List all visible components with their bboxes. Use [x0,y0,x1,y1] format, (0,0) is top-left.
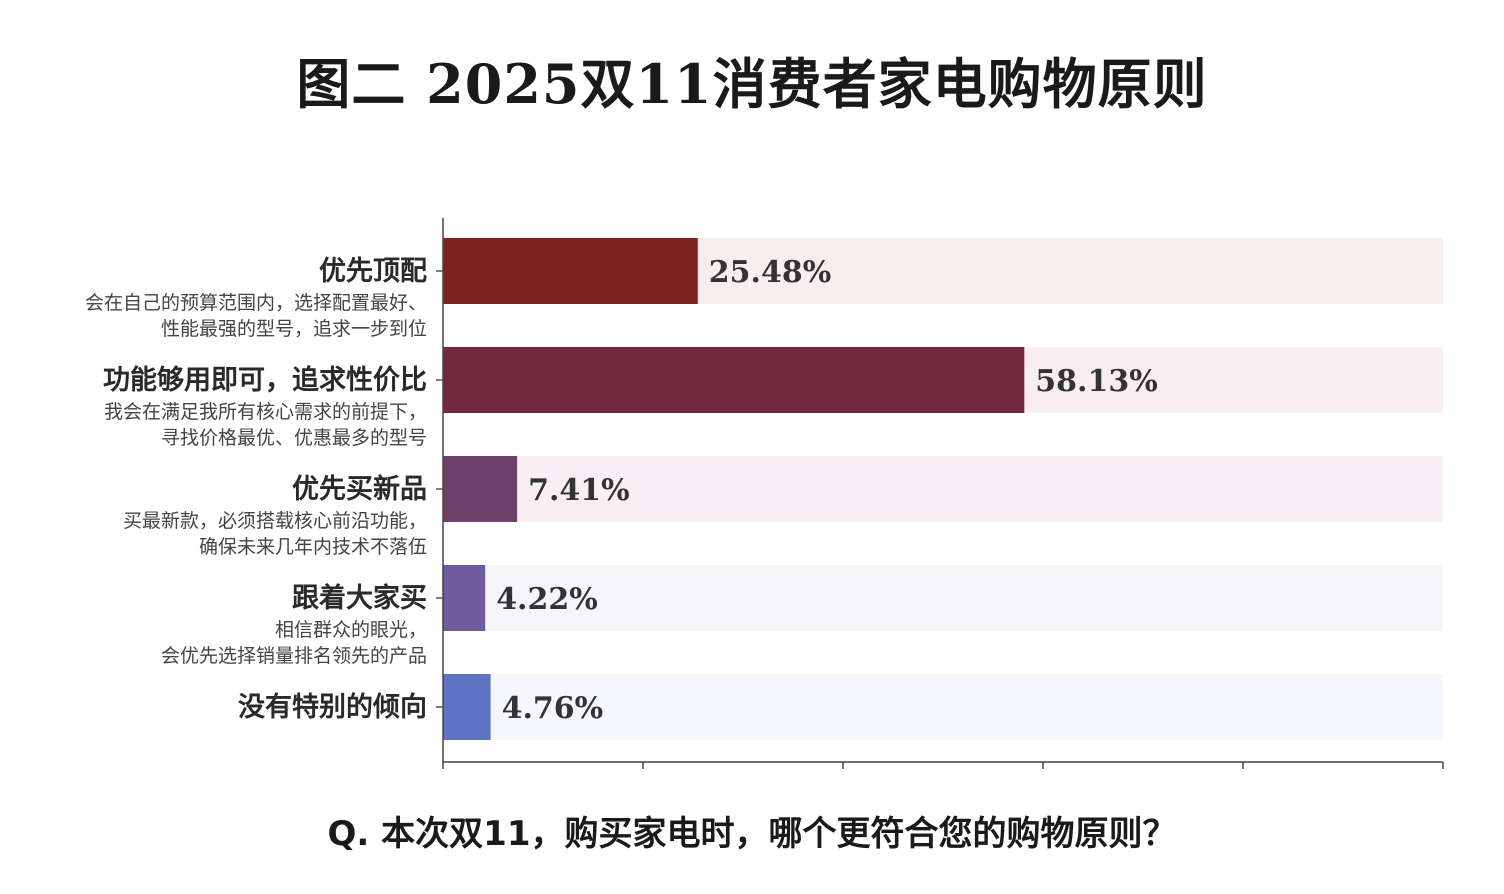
category-label: 优先买新品 [292,473,427,505]
data-label: 7.41% [528,473,630,508]
category-description: 我会在满足我所有核心需求的前提下， [104,401,427,423]
data-label: 4.22% [496,582,598,617]
data-label: 4.76% [502,691,604,726]
bar-track [443,456,1443,522]
bar [443,238,698,304]
survey-question: Q. 本次双11，购买家电时，哪个更符合您的购物原则？ [327,814,1177,854]
bar-track [443,565,1443,631]
bar [443,456,518,522]
chart-title: 图二 2025双11消费者家电购物原则 [296,52,1208,116]
data-label: 25.48% [709,255,831,290]
category-label: 功能够用即可，追求性价比 [103,364,427,396]
category-description: 会优先选择销量排名领先的产品 [161,645,427,667]
category-label: 跟着大家买 [292,582,427,614]
bar [443,347,1025,413]
category-description: 确保未来几年内技术不落伍 [199,536,427,558]
category-label: 优先顶配 [319,256,427,287]
category-description: 买最新款，必须搭载核心前沿功能， [123,510,427,532]
bar-track [443,674,1443,740]
category-label: 没有特别的倾向 [238,691,427,723]
bar [443,674,491,740]
category-description: 寻找价格最优、优惠最多的型号 [161,427,427,449]
category-description: 会在自己的预算范围内，选择配置最好、 [85,292,427,314]
data-label: 58.13% [1035,364,1157,399]
category-description: 性能最强的型号，追求一步到位 [161,318,427,340]
category-description: 相信群众的眼光， [275,619,427,641]
bar [443,565,486,631]
